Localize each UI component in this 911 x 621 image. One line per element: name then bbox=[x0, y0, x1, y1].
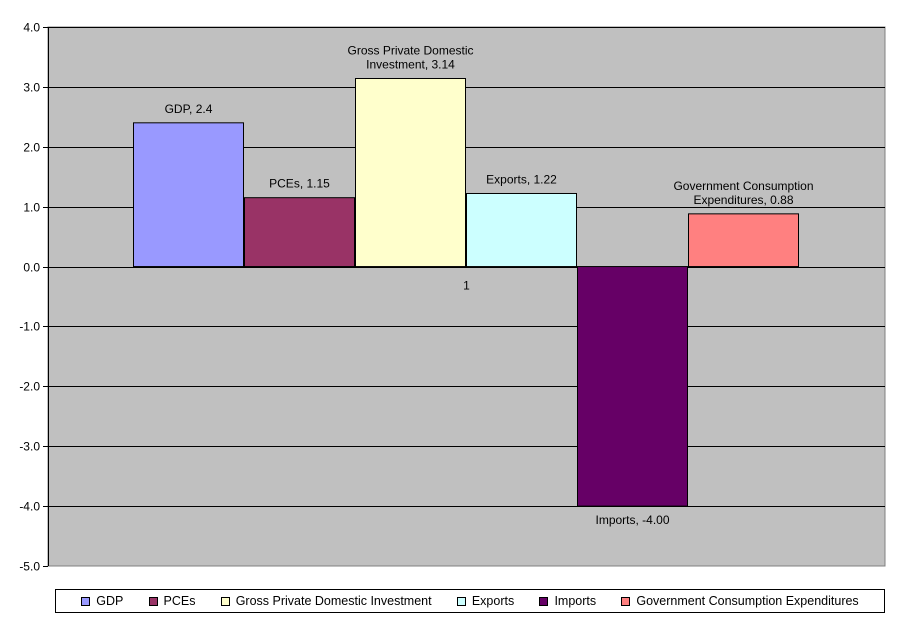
legend-swatch bbox=[539, 596, 549, 606]
gridlines bbox=[47, 26, 886, 567]
y-tick-label: -1.0 bbox=[19, 320, 40, 334]
y-axis: 4.0 3.0 2.0 1.0 0.0 -1.0 -2.0 -3.0 -4.0 -5.0 bbox=[19, 21, 885, 574]
y-tick-label: 4.0 bbox=[23, 21, 40, 35]
legend-swatch bbox=[456, 596, 466, 606]
y-tick-label: -2.0 bbox=[19, 380, 40, 394]
bar-exports bbox=[466, 192, 577, 268]
legend-swatch bbox=[148, 596, 158, 606]
bar-gdp bbox=[133, 122, 244, 268]
legend-item: Exports bbox=[456, 594, 515, 608]
bar-government-consumption-expenditures bbox=[688, 213, 799, 268]
bars bbox=[133, 78, 799, 507]
data-label: GDP, 2.4 bbox=[165, 102, 213, 116]
legend-item: Gross Private Domestic Investment bbox=[220, 594, 432, 608]
legend-swatch bbox=[81, 596, 91, 606]
bar-imports bbox=[577, 266, 688, 507]
plot-area bbox=[47, 26, 886, 567]
legend-item: Imports bbox=[539, 594, 596, 608]
legend-swatch bbox=[621, 596, 631, 606]
legend-label: GDP bbox=[96, 594, 124, 608]
legend-label: Imports bbox=[554, 594, 597, 608]
bar-pces bbox=[244, 197, 355, 268]
legend-swatch bbox=[220, 596, 230, 606]
y-tick-label: 1.0 bbox=[23, 201, 40, 215]
y-tick-label: -3.0 bbox=[19, 440, 40, 454]
legend-item: GDP bbox=[81, 594, 123, 608]
data-label: PCEs, 1.15 bbox=[269, 177, 330, 191]
legend: GDP PCEs Gross Private Domestic Investment… bbox=[55, 589, 885, 613]
data-label: Government Consumption Expenditures, 0.88 bbox=[673, 179, 813, 207]
legend-label: Exports bbox=[471, 594, 515, 608]
data-label: Exports, 1.22 bbox=[486, 172, 557, 186]
y-tick-label: 2.0 bbox=[23, 141, 40, 155]
y-tick-label: -4.0 bbox=[19, 500, 40, 514]
legend-item: Government Consumption Expenditures bbox=[621, 594, 859, 608]
legend-label: PCEs bbox=[163, 594, 196, 608]
legend-label: Gross Private Domestic Investment bbox=[235, 594, 432, 608]
x-tick-label: 1 bbox=[463, 279, 470, 293]
legend-label: Government Consumption Expenditures bbox=[636, 594, 859, 608]
data-label: Gross Private Domestic Investment, 3.14 bbox=[347, 44, 473, 72]
data-label: Imports, -4.00 bbox=[595, 513, 669, 527]
y-tick-label: 0.0 bbox=[23, 261, 40, 275]
y-tick-label: 3.0 bbox=[23, 81, 40, 95]
data-labels: GDP, 2.4 PCEs, 1.15 Gross Private Domestic… bbox=[165, 44, 814, 528]
bar-gross-private-domestic-investment bbox=[355, 78, 466, 268]
legend-item: PCEs bbox=[148, 594, 196, 608]
y-tick-label: -5.0 bbox=[19, 560, 40, 574]
